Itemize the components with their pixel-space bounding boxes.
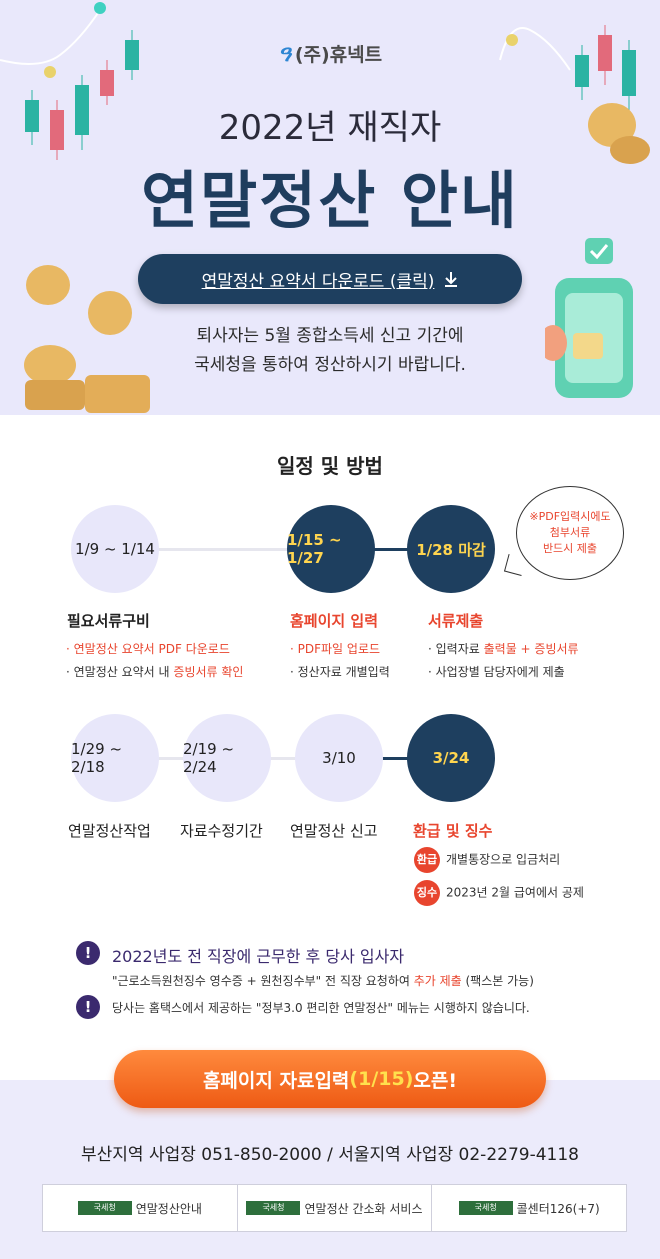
link-callcenter[interactable]: 국세청 콜센터126(+7) <box>432 1185 626 1231</box>
note-hometax: 당사는 홈택스에서 제공하는 "정부3.0 편리한 연말정산" 메뉴는 시행하지… <box>112 1001 530 1015</box>
link-simplified-service[interactable]: 국세청 연말정산 간소화 서비스 <box>238 1185 433 1231</box>
timeline-line <box>110 548 310 551</box>
nts-logo-icon: 국세청 <box>77 1201 132 1215</box>
step-circle-6: 3/10 <box>295 714 383 802</box>
money-hand-icon <box>545 238 633 398</box>
company-logo: ዓ (주)휴넥트 <box>0 40 660 67</box>
step-date: 1/29 ~ 2/18 <box>71 740 123 776</box>
step-title: 서류제출 <box>428 612 484 630</box>
step-bullet: · PDF파일 업로드 <box>290 642 381 656</box>
refund-item: 환급 개별통장으로 입금처리 <box>414 847 560 873</box>
retiree-notice: 퇴사자는 5월 종합소득세 신고 기간에 국세청을 통하여 정산하시기 바랍니다… <box>0 322 660 380</box>
nts-logo-icon: 국세청 <box>458 1201 513 1215</box>
bubble-line: ※PDF입력시에도 <box>529 510 611 523</box>
contact-info: 부산지역 사업장 051-850-2000 / 서울지역 사업장 02-2279… <box>81 1145 579 1165</box>
coin-stack-icon <box>24 265 150 413</box>
hero-banner: ዓ (주)휴넥트 2022년 재직자 연말정산 안내 연말정산 요약서 다운로드 … <box>0 0 660 415</box>
external-links: 국세청 연말정산안내 국세청 연말정산 간소화 서비스 국세청 콜센터126(+7) <box>42 1184 627 1232</box>
download-summary-button[interactable]: 연말정산 요약서 다운로드 (클릭) <box>138 254 522 304</box>
step-circle-3: 1/28 마감 <box>407 505 495 593</box>
bubble-tail <box>503 553 527 577</box>
step-bullet: · 연말정산 요약서 PDF 다운로드 <box>66 642 230 656</box>
note-title: 2022년도 전 직장에 근무한 후 당사 입사자 <box>112 947 405 966</box>
hunect-logo-icon: ዓ <box>277 42 291 67</box>
step-circle-1: 1/9 ~ 1/14 <box>71 505 159 593</box>
step-title: 연말정산작업 <box>68 822 151 840</box>
timeline-line-active <box>330 548 440 551</box>
download-summary-label: 연말정산 요약서 다운로드 (클릭) <box>201 271 435 292</box>
step-bullet: · 정산자료 개별입력 <box>290 665 390 679</box>
nts-logo-icon: 국세청 <box>246 1201 301 1215</box>
candlestick-decoration-right-icon <box>499 25 650 164</box>
step-circle-2: 1/15 ~ 1/27 <box>287 505 375 593</box>
step-circle-4: 1/29 ~ 2/18 <box>71 714 159 802</box>
step-title: 자료수정기간 <box>180 822 263 840</box>
step-title: 환급 및 징수 <box>413 822 493 840</box>
step-date: 1/28 마감 <box>416 540 486 559</box>
step-circle-7: 3/24 <box>407 714 495 802</box>
bubble-line: 반드시 제출 <box>542 542 598 555</box>
notice-line-2: 국세청을 통하여 정산하시기 바랍니다. <box>194 355 466 375</box>
schedule-title: 일정 및 방법 <box>277 454 383 478</box>
pdf-notice-bubble: ※PDF입력시에도 첨부서류 반드시 제출 <box>516 486 624 580</box>
exclamation-icon: ! <box>76 995 100 1019</box>
step-title: 필요서류구비 <box>67 612 150 630</box>
step-date: 1/15 ~ 1/27 <box>287 531 342 567</box>
step-title: 홈페이지 입력 <box>290 612 379 630</box>
link-yearend-guide[interactable]: 국세청 연말정산안내 <box>43 1185 238 1231</box>
note-body: "근로소득원천징수 영수증 + 원천징수부" 전 직장 요청하여 추가 제출 (… <box>112 974 534 988</box>
step-date: 2/19 ~ 2/24 <box>183 740 235 776</box>
notice-line-1: 퇴사자는 5월 종합소득세 신고 기간에 <box>196 326 464 346</box>
exclamation-icon: ! <box>76 941 100 965</box>
candlestick-decoration-icon <box>0 2 139 160</box>
collect-item: 징수 2023년 2월 급여에서 공제 <box>414 880 584 906</box>
download-arrow-icon <box>445 272 458 287</box>
refund-tag: 환급 <box>414 847 440 873</box>
step-date: 3/24 <box>432 749 470 767</box>
page-subtitle: 2022년 재직자 <box>218 108 442 148</box>
step-date: 1/9 ~ 1/14 <box>75 540 155 558</box>
collect-tag: 징수 <box>414 880 440 906</box>
homepage-open-button[interactable]: 홈페이지 자료입력 (1/15) 오픈! <box>114 1050 546 1108</box>
step-title: 연말정산 신고 <box>290 822 378 840</box>
company-name: (주)휴넥트 <box>294 44 383 66</box>
step-date: 3/10 <box>322 749 356 767</box>
step-bullet: · 사업장별 담당자에게 제출 <box>428 665 565 679</box>
step-bullet: · 입력자료 출력물 + 증빙서류 <box>428 642 579 656</box>
step-circle-5: 2/19 ~ 2/24 <box>183 714 271 802</box>
bubble-line: 첨부서류 <box>549 526 591 539</box>
page-title: 연말정산 안내 <box>141 164 519 237</box>
step-bullet: · 연말정산 요약서 내 증빙서류 확인 <box>66 665 244 679</box>
timeline-line-active <box>380 757 420 760</box>
